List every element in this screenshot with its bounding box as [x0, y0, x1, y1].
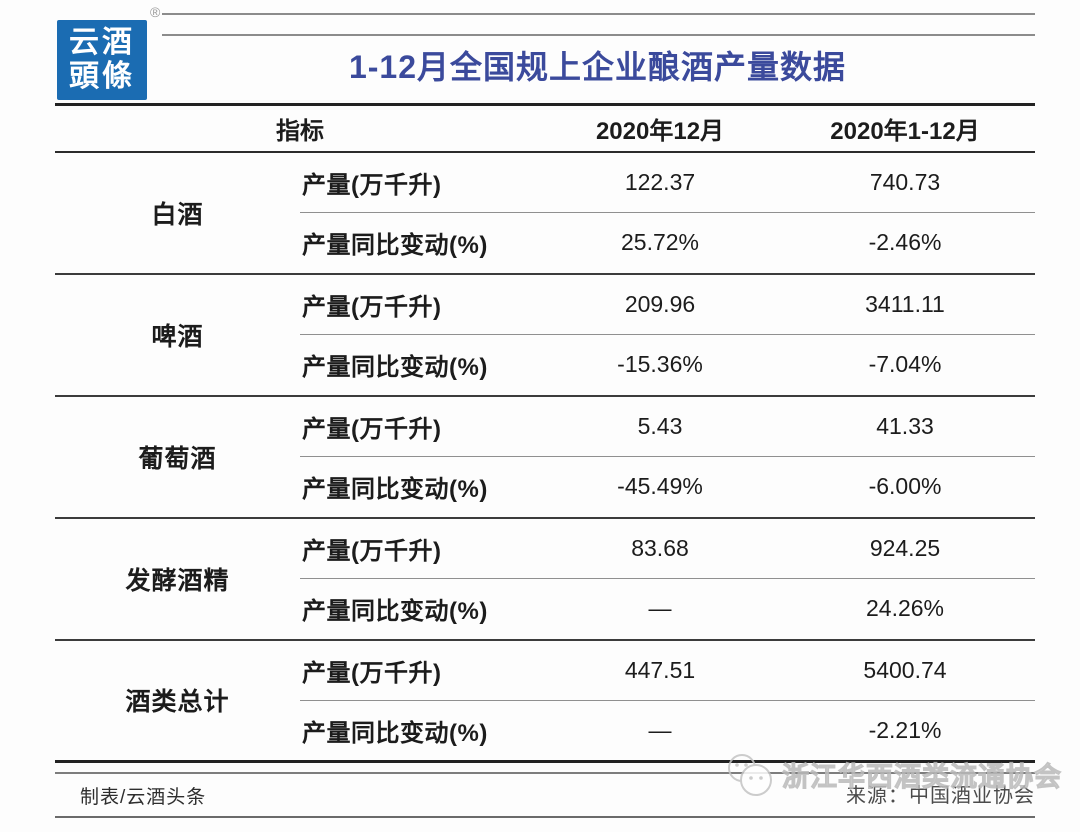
value-cell: 25.72%	[545, 212, 775, 274]
value-cell: 5.43	[545, 394, 775, 457]
registered-trademark-mark: ®	[150, 4, 161, 20]
category-cell: 发酵酒精	[55, 516, 300, 640]
category-cell: 啤酒	[55, 272, 300, 396]
value-cell: 41.33	[775, 394, 1035, 457]
production-table: 指标 2020年12月 2020年1-12月 白酒 产量(万千升) 122.37…	[55, 103, 1035, 763]
value-cell: -2.46%	[775, 212, 1035, 274]
value-cell: -7.04%	[775, 334, 1035, 396]
header-jan-dec-2020: 2020年1-12月	[775, 103, 1035, 153]
indicator-cell: 产量(万千升)	[300, 272, 545, 335]
table-row: 发酵酒精 产量(万千升) 83.68 924.25	[55, 516, 1035, 640]
indicator-cell: 产量(万千升)	[300, 394, 545, 457]
source-text: 来源：中国酒业协会	[846, 785, 1035, 807]
indicator-cell: 产量(万千升)	[300, 638, 545, 701]
table-row: 酒类总计 产量(万千升) 447.51 5400.74	[55, 638, 1035, 762]
value-cell: -45.49%	[545, 456, 775, 518]
value-cell: —	[545, 700, 775, 762]
value-cell: 740.73	[775, 150, 1035, 213]
top-rule-2	[162, 34, 1035, 36]
value-cell: —	[545, 578, 775, 640]
value-cell: 24.26%	[775, 578, 1035, 640]
brand-logo: 云酒 頭條	[57, 20, 147, 100]
indicator-cell: 产量(万千升)	[300, 516, 545, 579]
category-cell: 葡萄酒	[55, 394, 300, 518]
top-rule-1	[162, 13, 1035, 15]
table-row: 产量同比变动(%) -45.49% -6.00%	[55, 456, 1035, 518]
value-cell: 5400.74	[775, 638, 1035, 701]
table-row: 葡萄酒 产量(万千升) 5.43 41.33	[55, 394, 1035, 518]
value-cell: 83.68	[545, 516, 775, 579]
value-cell: 447.51	[545, 638, 775, 701]
header-row: 指标 2020年12月 2020年1-12月	[55, 103, 1035, 153]
production-table-wrap: 指标 2020年12月 2020年1-12月 白酒 产量(万千升) 122.37…	[55, 103, 1035, 763]
indicator-cell: 产量同比变动(%)	[300, 456, 545, 518]
header-dec-2020: 2020年12月	[545, 103, 775, 153]
table-row: 产量同比变动(%) -15.36% -7.04%	[55, 334, 1035, 396]
table-row: 啤酒 产量(万千升) 209.96 3411.11	[55, 272, 1035, 396]
page-title: 1-12月全国规上企业酿酒产量数据	[348, 49, 847, 85]
indicator-cell: 产量同比变动(%)	[300, 578, 545, 640]
category-cell: 酒类总计	[55, 638, 300, 762]
credit-text: 制表/云酒头条	[80, 787, 207, 808]
value-cell: 3411.11	[775, 272, 1035, 335]
value-cell: 209.96	[545, 272, 775, 335]
value-cell: -2.21%	[775, 700, 1035, 762]
footer-bottom-rule	[55, 816, 1035, 818]
table-row: 白酒 产量(万千升) 122.37 740.73	[55, 150, 1035, 274]
table-row: 产量同比变动(%) — 24.26%	[55, 578, 1035, 640]
table-row: 产量同比变动(%) 25.72% -2.46%	[55, 212, 1035, 274]
value-cell: 924.25	[775, 516, 1035, 579]
indicator-cell: 产量同比变动(%)	[300, 700, 545, 762]
logo-text-line1: 云酒	[69, 25, 135, 60]
category-cell: 白酒	[55, 150, 300, 274]
value-cell: -6.00%	[775, 456, 1035, 518]
table-bottom-rule	[55, 772, 1035, 774]
indicator-cell: 产量同比变动(%)	[300, 334, 545, 396]
indicator-cell: 产量(万千升)	[300, 150, 545, 213]
value-cell: -15.36%	[545, 334, 775, 396]
logo-text-line2: 頭條	[69, 59, 135, 94]
indicator-cell: 产量同比变动(%)	[300, 212, 545, 274]
header-indicator: 指标	[55, 103, 545, 153]
value-cell: 122.37	[545, 150, 775, 213]
table-row: 产量同比变动(%) — -2.21%	[55, 700, 1035, 762]
